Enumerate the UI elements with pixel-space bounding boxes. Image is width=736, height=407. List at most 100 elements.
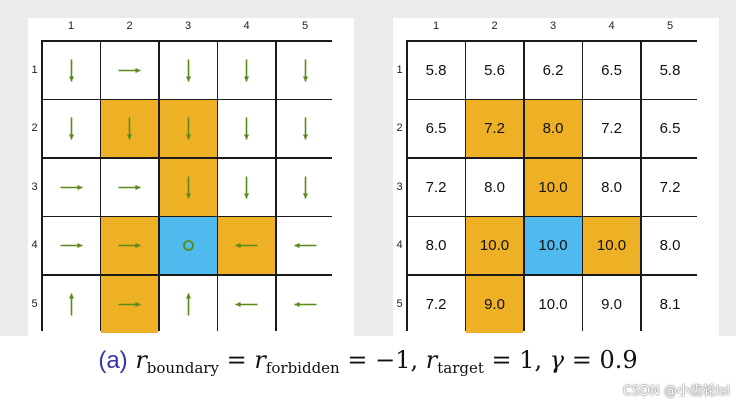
grid-cell (276, 100, 334, 157)
forbidden-cell: 10.0 (466, 217, 523, 274)
row-label: 2 (31, 122, 38, 134)
state-value: 7.2 (601, 120, 622, 137)
forbidden-cell: 10.0 (583, 217, 640, 274)
grid-cell (276, 275, 334, 333)
grid-cell (42, 41, 100, 99)
caption-gamma-symbol: γ (549, 346, 565, 374)
watermark: CSDN @小齿轮lsl (622, 384, 730, 399)
grid-cell: 6.2 (524, 41, 582, 99)
grid-cell (218, 158, 275, 216)
grid-cell (218, 275, 275, 333)
row-label: 1 (31, 63, 38, 76)
target-cell (159, 217, 217, 274)
grid-cell: 8.0 (583, 158, 640, 216)
state-value: 10.0 (596, 237, 627, 254)
grid-cell: 6.5 (583, 41, 640, 99)
forbidden-cell (101, 275, 158, 333)
arrow-down-icon (185, 59, 191, 81)
arrow-down-icon (302, 59, 308, 81)
arrow-right-icon (60, 184, 82, 190)
caption-equals-1: = (218, 346, 255, 374)
column-label: 3 (184, 20, 192, 32)
grid-cell: 8.0 (407, 217, 465, 274)
row-label: 1 (396, 63, 403, 76)
state-value: 6.5 (425, 120, 447, 137)
arrow-right-icon (118, 67, 141, 73)
arrow-left-icon (294, 301, 316, 307)
grid-cell (276, 158, 334, 216)
grid-cell (42, 275, 100, 333)
grid-cell: 5.8 (407, 41, 465, 99)
caption-target-value: = 1, (483, 346, 550, 374)
state-value: 5.6 (484, 61, 505, 79)
arrow-down-icon (243, 117, 250, 140)
arrow-right-icon (118, 242, 141, 249)
grid-cell: 6.5 (641, 100, 699, 157)
row-label: 3 (396, 180, 403, 193)
row-label: 4 (396, 239, 403, 251)
policy-grid (41, 40, 334, 333)
arrow-left-icon (235, 242, 258, 249)
state-value: 7.2 (484, 120, 505, 137)
forbidden-cell (218, 217, 275, 274)
state-value: 7.2 (425, 178, 447, 196)
forbidden-cell (101, 217, 158, 274)
policy-grid-panel: 1 2 3 4 5 1 2 3 4 5 (28, 18, 354, 336)
arrow-down-icon (126, 117, 133, 140)
forbidden-cell: 7.2 (466, 100, 523, 157)
state-value: 5.8 (425, 61, 447, 79)
caption-gamma-value: = 0.9 (564, 346, 638, 374)
state-value: 10.0 (538, 237, 568, 254)
column-label: 3 (549, 20, 557, 32)
state-value: 10.0 (538, 295, 568, 313)
state-value: 6.5 (659, 120, 681, 137)
row-label: 3 (31, 180, 38, 193)
row-label: 2 (396, 122, 403, 134)
state-value: 8.0 (601, 178, 622, 196)
grid-cell: 5.6 (466, 41, 523, 99)
grid-cell: 8.0 (466, 158, 523, 216)
target-cell: 10.0 (524, 217, 582, 274)
forbidden-cell: 8.0 (524, 100, 582, 157)
grid-cell: 5.8 (641, 41, 699, 99)
arrow-down-icon (302, 176, 308, 198)
state-value: 10.0 (479, 237, 510, 254)
grid-cell (159, 41, 217, 99)
row-label: 5 (31, 297, 38, 310)
state-value: 7.2 (425, 295, 447, 313)
arrow-down-icon (185, 117, 191, 140)
column-label: 2 (491, 20, 498, 32)
grid-cell (42, 217, 100, 274)
grid-cell: 7.2 (583, 100, 640, 157)
arrow-left-icon (235, 301, 258, 307)
arrow-down-icon (302, 117, 308, 140)
arrow-left-icon (294, 242, 316, 249)
column-label: 4 (243, 20, 250, 32)
grid-cell (42, 158, 100, 216)
grid-cell: 7.2 (641, 158, 699, 216)
caption-boundary-subscript: boundary (146, 359, 219, 377)
state-value: 10.0 (538, 178, 568, 196)
state-value: 7.2 (659, 178, 681, 196)
row-label: 5 (396, 297, 403, 310)
column-label: 1 (67, 20, 75, 32)
grid-cell: 6.5 (407, 100, 465, 157)
grid-cell (276, 41, 334, 99)
state-value: 6.5 (601, 61, 622, 79)
grid-cell (42, 100, 100, 157)
caption-forbidden-subscript: forbidden (265, 359, 340, 377)
column-label: 5 (301, 20, 309, 32)
stay-circle-icon (182, 240, 194, 251)
state-value: 8.0 (542, 120, 564, 137)
state-value: 9.0 (484, 295, 505, 313)
grid-cell: 8.0 (641, 217, 699, 274)
forbidden-cell (159, 158, 217, 216)
grid-cell: 8.1 (641, 275, 699, 333)
grid-cell (101, 158, 158, 216)
forbidden-cell (101, 100, 158, 157)
state-value: 9.0 (601, 295, 622, 313)
figure-caption: (a) rboundary = rforbidden = −1, rtarget… (0, 346, 736, 377)
caption-r-target-symbol: r (425, 346, 438, 374)
grid-cell: 7.2 (407, 275, 465, 333)
arrow-right-icon (118, 184, 141, 190)
